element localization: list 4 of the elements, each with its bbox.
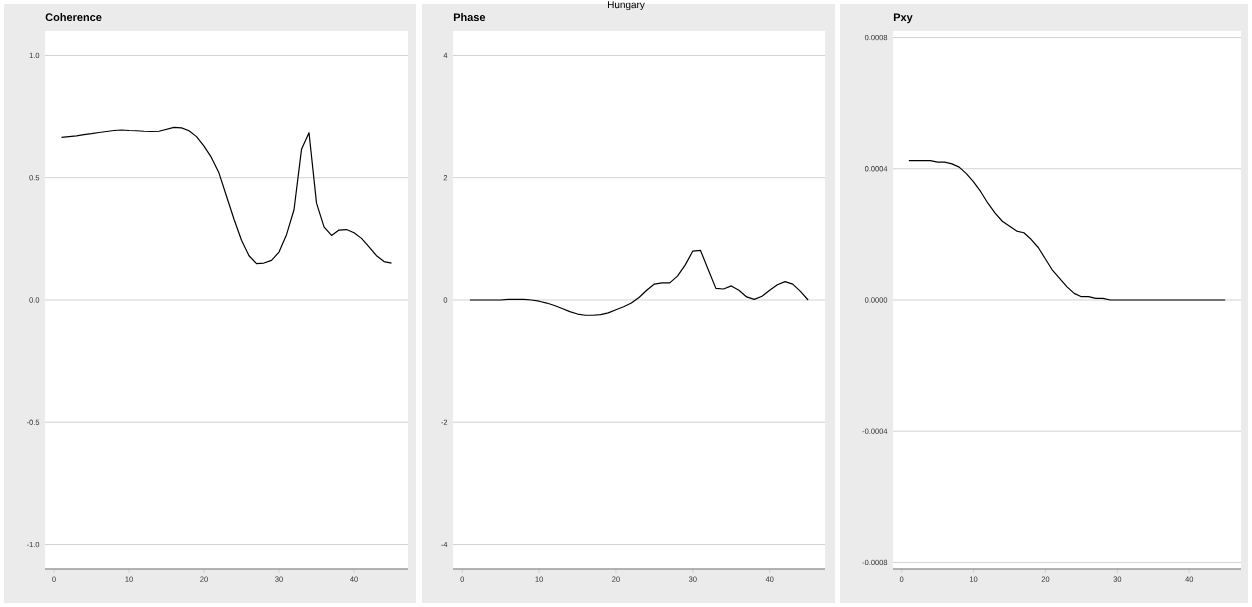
chart-title: Phase [453,13,486,22]
text: Hungary [607,1,645,11]
chart-title: Coherence [45,13,102,22]
chart-title: Pxy [893,13,913,24]
